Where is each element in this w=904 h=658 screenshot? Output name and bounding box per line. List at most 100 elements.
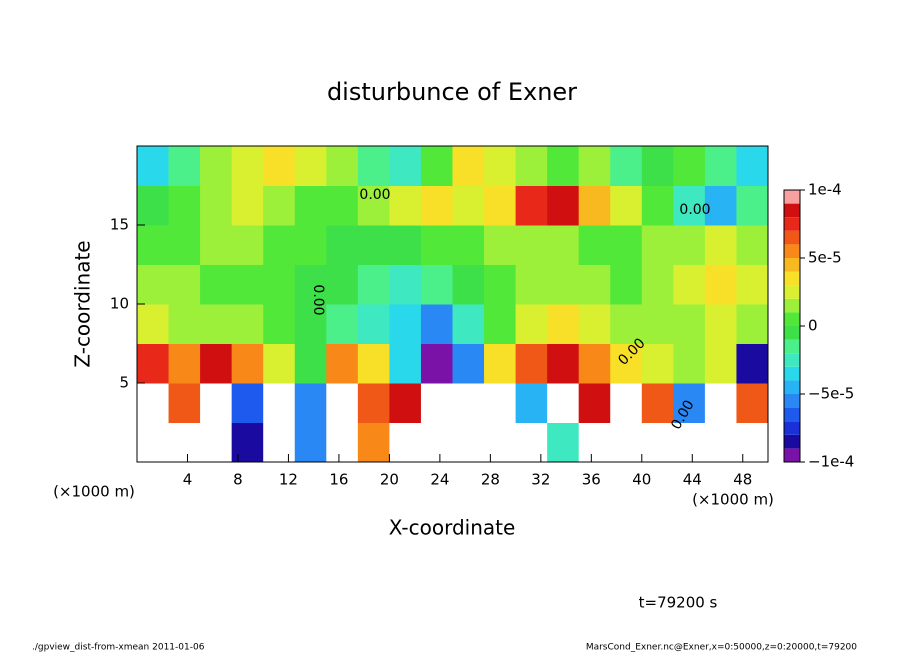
field-cell [515,264,548,305]
field-cell [515,225,548,265]
field-cell [231,343,264,384]
field-cell [389,304,422,344]
field-cell [420,383,453,423]
x-tick-label: 48 [733,471,752,489]
field-cell [736,304,769,344]
field-cell [326,343,359,384]
field-cell [137,343,170,384]
field-cell [704,383,737,423]
colorbar-box [784,353,800,367]
field-cell [389,146,422,186]
field-cell [673,185,706,226]
field-cell [578,304,611,344]
field-cell [736,185,769,226]
field-cell [326,264,359,305]
colorbar-box [784,434,800,449]
colorbar-box [784,407,800,422]
field-cell [231,383,264,423]
footer-left: ./gpview_dist-from-xmean 2011-01-06 [32,643,205,653]
field-cell [326,422,359,463]
field-cell [547,185,580,226]
field-cell [326,225,359,265]
field-cell [137,264,170,305]
field-cell [168,185,201,226]
field-cell [231,264,264,305]
field-cell [641,304,674,344]
field-cell [610,304,643,344]
field-cell [704,264,737,305]
field-cell [673,304,706,344]
colorbar-box [784,190,800,204]
field-cell [484,422,517,463]
field-cell [263,343,296,384]
x-tick-label: 12 [279,471,298,489]
colorbar-box [784,230,800,245]
field-cell [357,225,390,265]
x-tick-label: 16 [329,471,348,489]
field-cell [168,264,201,305]
field-cell [200,225,233,265]
field-cell [641,422,674,463]
field-cell [263,422,296,463]
field-cell [736,343,769,384]
field-cell [578,264,611,305]
field-cell [515,304,548,344]
field-cell [515,185,548,226]
y-tick-label: 10 [110,295,129,313]
x-tick-label: 32 [531,471,550,489]
field-cell [704,185,737,226]
field-cell [168,146,201,186]
field-cell [294,225,327,265]
x-axis-label: X-coordinate [389,516,516,540]
field-cell [294,383,327,423]
x-unit: (×1000 m) [692,491,774,509]
field-cell [137,422,170,463]
field-cell [641,383,674,423]
colorbar-box [784,339,800,354]
colorbar-box [784,217,800,231]
field-cell [389,383,422,423]
field-cell [641,343,674,384]
contour-label: 0.00 [359,187,390,203]
field-cell [610,264,643,305]
field-cell [168,343,201,384]
x-tick-label: 20 [380,471,399,489]
field-cell [137,304,170,344]
field-cell [231,304,264,344]
field-cell [578,185,611,226]
field-cell [452,343,485,384]
field-cell [578,383,611,423]
field-cell [547,343,580,384]
field-cell [515,422,548,463]
field-cell [452,185,485,226]
field-cell [484,225,517,265]
colorbar-box [784,366,800,381]
field-cell [452,264,485,305]
field-cell [641,264,674,305]
field-cell [736,146,769,186]
time-label: t=79200 s [639,594,718,612]
field-cell [515,343,548,384]
x-tick-label: 36 [582,471,601,489]
field-cell [641,146,674,186]
field-cell [200,185,233,226]
field-cell [200,383,233,423]
field-cell [547,422,580,463]
y-axis-label: Z-coordinate [71,240,95,367]
field-cell [484,383,517,423]
colorbar-box [784,271,800,286]
field-cell [547,264,580,305]
field-cell [578,343,611,384]
field-cell [200,146,233,186]
colorbar-box [784,298,800,313]
field-cell [641,225,674,265]
field-cell [547,383,580,423]
field-cell [326,185,359,226]
field-cell [704,225,737,265]
field-cell [389,225,422,265]
field-cell [641,185,674,226]
field-cell [168,304,201,344]
field-cell [263,304,296,344]
field-cell [420,422,453,463]
field-cell [673,264,706,305]
